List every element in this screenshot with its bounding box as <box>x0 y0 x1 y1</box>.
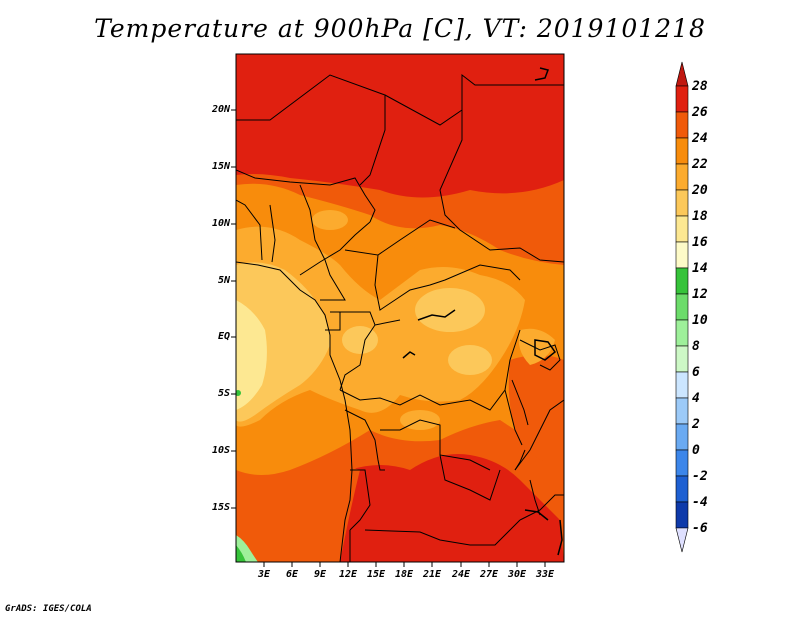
colorbar-segment <box>675 267 689 295</box>
colorbar-segment <box>675 397 689 425</box>
colorbar-segment <box>675 241 689 269</box>
lat-label-10n: 10N <box>211 218 230 229</box>
colorbar-segment <box>675 501 689 529</box>
lat-label-eq: EQ <box>217 331 230 342</box>
lon-label-18e: 18E <box>394 569 414 580</box>
colorbar-label-minus-4: -4 <box>692 495 708 510</box>
footer-credit: GrADS: IGES/COLA <box>5 604 92 614</box>
colorbar-label-28: 28 <box>692 79 708 94</box>
colorbar-label-14: 14 <box>692 261 708 276</box>
colorbar-label-6: 6 <box>692 365 700 380</box>
colorbar-segment <box>675 423 689 451</box>
colorbar-label-minus-2: -2 <box>692 469 708 484</box>
colorbar-label-minus-6: -6 <box>692 521 708 536</box>
map-frame <box>235 53 565 563</box>
colorbar-label-16: 16 <box>692 235 708 250</box>
colorbar-segment <box>675 189 689 217</box>
colorbar-segment <box>675 85 689 113</box>
colorbar-label-0: 0 <box>692 443 700 458</box>
lon-label-21e: 21E <box>422 569 442 580</box>
lon-label-27e: 27E <box>479 569 499 580</box>
colorbar-label-24: 24 <box>692 131 708 146</box>
lat-label-20n: 20N <box>211 104 230 115</box>
lat-label-15s: 15S <box>211 502 230 513</box>
map-title: Temperature at 900hPa [C], VT: 201910121… <box>94 14 706 43</box>
country-borders <box>236 67 564 562</box>
colorbar-label-20: 20 <box>692 183 708 198</box>
lon-label-3e: 3E <box>257 569 271 580</box>
colorbar-label-26: 26 <box>692 105 708 120</box>
colorbar-label-2: 2 <box>692 417 700 432</box>
colorbar-segment <box>675 111 689 139</box>
lon-label-33e: 33E <box>535 569 555 580</box>
lat-label-5s: 5S <box>217 388 230 399</box>
colorbar-label-22: 22 <box>692 157 708 172</box>
colorbar-segment <box>675 215 689 243</box>
lon-label-12e: 12E <box>338 569 358 580</box>
colorbar <box>675 61 689 553</box>
lat-label-10s: 10S <box>211 445 230 456</box>
colorbar-segment <box>675 137 689 165</box>
colorbar-label-18: 18 <box>692 209 708 224</box>
colorbar-segment <box>675 319 689 347</box>
lat-label-15n: 15N <box>211 161 230 172</box>
colorbar-label-4: 4 <box>692 391 700 406</box>
lon-label-24e: 24E <box>451 569 471 580</box>
colorbar-segment <box>675 475 689 503</box>
lon-label-15e: 15E <box>366 569 386 580</box>
lon-label-30e: 30E <box>507 569 527 580</box>
colorbar-segment <box>675 449 689 477</box>
colorbar-segment <box>675 293 689 321</box>
colorbar-segment <box>675 371 689 399</box>
colorbar-segment <box>675 163 689 191</box>
lon-label-9e: 9E <box>313 569 327 580</box>
colorbar-label-12: 12 <box>692 287 708 302</box>
colorbar-top-arrow <box>675 61 689 87</box>
temperature-field <box>236 54 564 562</box>
axis-ticks <box>231 109 546 567</box>
colorbar-bottom-arrow <box>675 527 689 553</box>
lat-label-5n: 5N <box>217 275 230 286</box>
colorbar-label-10: 10 <box>692 313 708 328</box>
colorbar-label-8: 8 <box>692 339 700 354</box>
colorbar-segment <box>675 345 689 373</box>
lon-label-6e: 6E <box>285 569 299 580</box>
